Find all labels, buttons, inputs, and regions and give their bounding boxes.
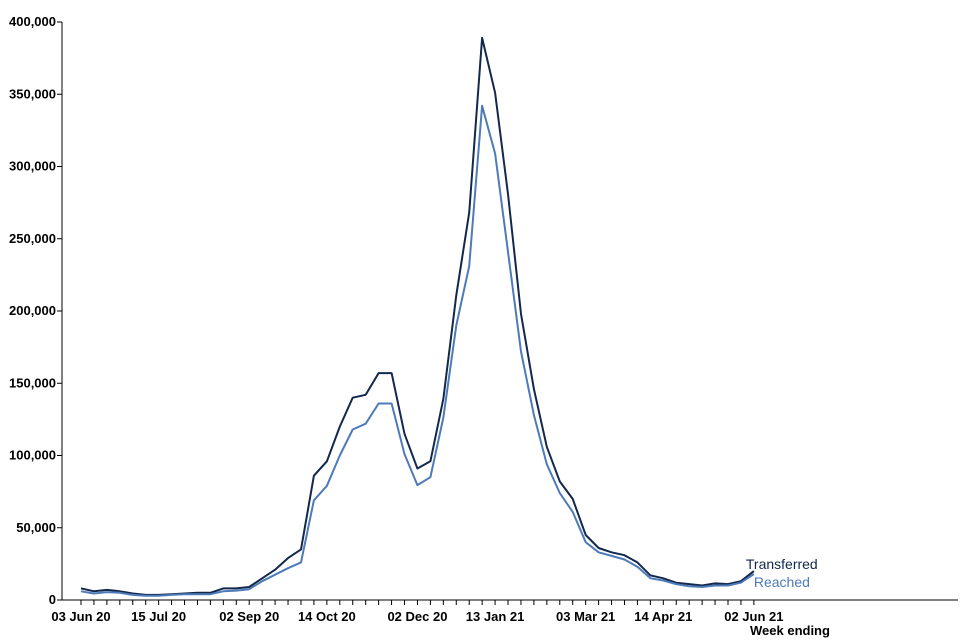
x-axis: 03 Jun 20 15 Jul 20 02 Sep 20 14 Oct 20 02 D… xyxy=(51,599,958,624)
y-tick-label: 100,000 xyxy=(9,448,56,463)
series-lines xyxy=(80,36,755,597)
x-tick-label: 02 Dec 20 xyxy=(387,609,447,624)
y-tick-label: 0 xyxy=(49,592,56,607)
y-tick-label: 300,000 xyxy=(9,159,56,174)
series-labels: Transferred Reached xyxy=(746,556,818,590)
y-tick-label: 50,000 xyxy=(16,520,56,535)
series-line-transferred xyxy=(80,36,755,596)
x-axis-title: Week ending xyxy=(750,623,830,638)
series-label-transferred: Transferred xyxy=(746,556,818,572)
x-tick-label: 14 Apr 21 xyxy=(634,609,692,624)
x-tick-label: 03 Mar 21 xyxy=(556,609,615,624)
series-line-reached xyxy=(80,104,755,597)
x-tick-label: 14 Oct 20 xyxy=(298,609,356,624)
y-tick-label: 250,000 xyxy=(9,231,56,246)
x-tick-label: 13 Jan 21 xyxy=(466,609,525,624)
x-tick-label: 02 Jun 21 xyxy=(724,609,783,624)
y-tick-label: 150,000 xyxy=(9,375,56,390)
y-tick-label: 350,000 xyxy=(9,86,56,101)
y-axis: 0 50,000 100,000 150,000 200,000 250,000 300,0… xyxy=(9,14,63,607)
y-tick-label: 400,000 xyxy=(9,14,56,29)
series-label-reached: Reached xyxy=(754,574,810,590)
x-tick-label: 15 Jul 20 xyxy=(131,609,186,624)
x-tick-label: 03 Jun 20 xyxy=(51,609,110,624)
y-tick-label: 200,000 xyxy=(9,303,56,318)
x-tick-label: 02 Sep 20 xyxy=(219,609,279,624)
